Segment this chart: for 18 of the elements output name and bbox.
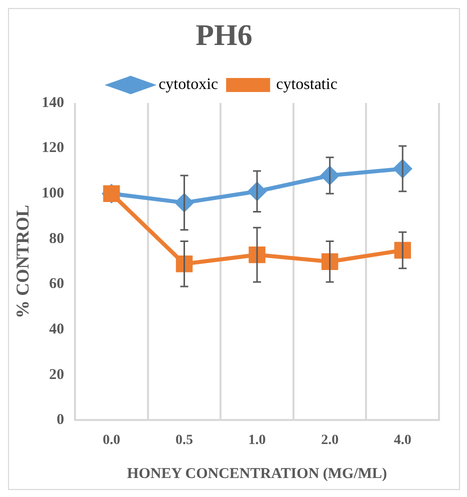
chart-title: PH6 [196, 18, 252, 52]
y-tick-label: 20 [49, 366, 64, 383]
y-tick-label: 120 [42, 140, 64, 156]
x-tick-label: 0.5 [176, 433, 194, 448]
y-tick-label: 40 [49, 321, 64, 338]
y-axis-title: % CONTROL [12, 204, 32, 318]
y-tick-label: 60 [49, 276, 64, 292]
y-tick-label: 140 [42, 94, 64, 111]
legend-label: cytotoxic [158, 76, 218, 94]
y-tick-label: 80 [49, 230, 64, 247]
x-axis-title: HONEY CONCENTRATION (MG/ML) [127, 466, 388, 482]
y-tick-label: 0 [56, 412, 64, 428]
x-tick-label: 4.0 [394, 433, 412, 448]
y-tick-label: 100 [42, 186, 64, 202]
x-tick-label: 1.0 [248, 433, 266, 448]
x-tick-label: 2.0 [321, 433, 339, 448]
legend-label: cytostatic [276, 76, 338, 94]
x-tick-label: 0.0 [102, 433, 120, 448]
